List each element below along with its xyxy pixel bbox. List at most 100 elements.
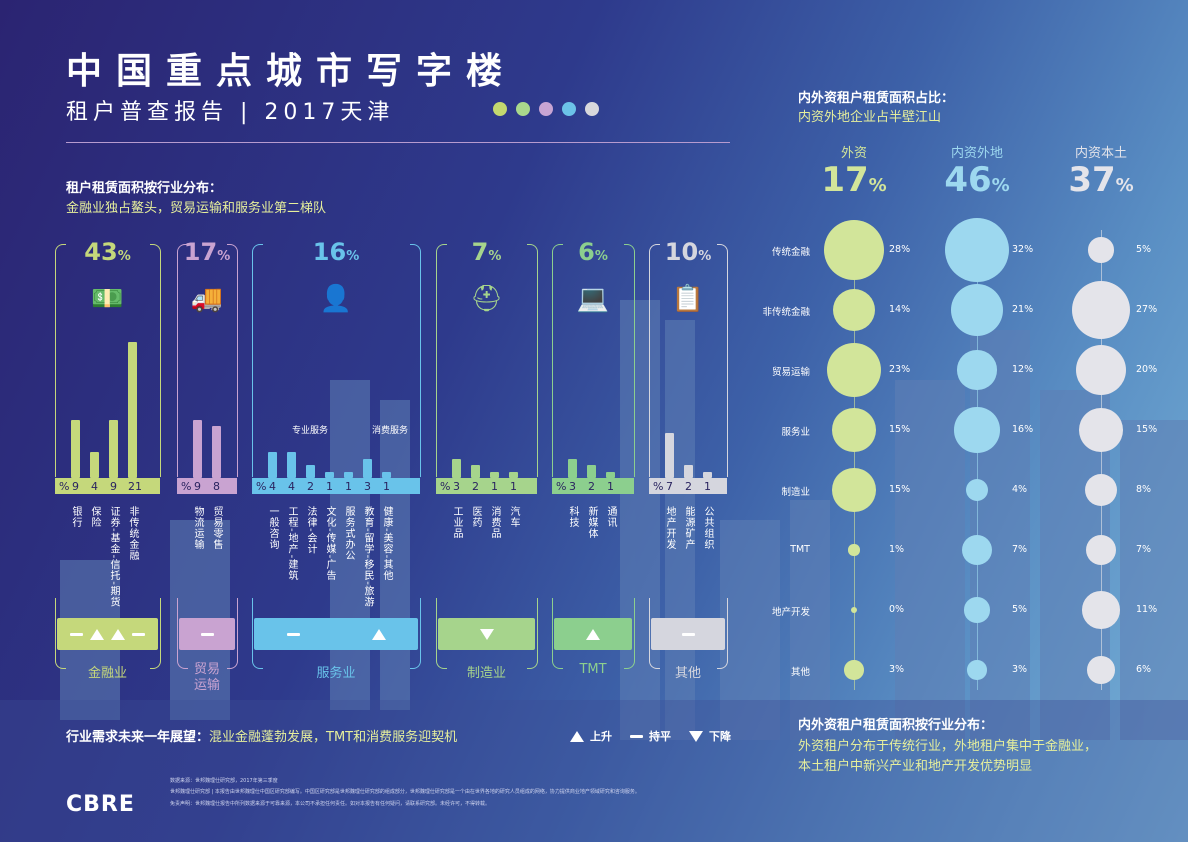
dot-4 (562, 102, 576, 116)
row-label: 制造业 (781, 487, 810, 498)
bar-value: 2 (685, 479, 692, 493)
bar (471, 465, 480, 478)
category-label: 地产开发 (664, 506, 675, 550)
category-label: 文化-传媒-广告 (324, 506, 335, 582)
bar (382, 471, 391, 478)
bar-value: 7 (666, 479, 673, 493)
bracket-top-left (649, 244, 660, 477)
industry-icon: 🚚 (190, 284, 224, 314)
category-label: 能源矿产 (683, 506, 694, 550)
bubble (851, 607, 857, 613)
bubble-value: 5% (1136, 244, 1152, 255)
strip-percent-sign: % (653, 479, 664, 493)
bracket-top-right (227, 244, 238, 477)
bracket-bottom-right (227, 598, 238, 669)
bubble (1079, 408, 1123, 452)
bracket-top-left (552, 244, 563, 477)
bar (193, 419, 202, 478)
bubble (962, 535, 992, 565)
bubble-value: 16% (1012, 424, 1034, 435)
series-name: 外资 (840, 146, 867, 161)
bar-value: 1 (383, 479, 390, 493)
bracket-bottom-left (436, 598, 447, 669)
bubble-value: 1% (889, 544, 905, 555)
trend-flat-icon (70, 632, 83, 636)
bubble (967, 660, 987, 680)
dot-2 (516, 102, 530, 116)
series-share-sign: % (868, 175, 887, 196)
bar-value: 1 (510, 479, 517, 493)
bubble (832, 408, 876, 452)
cbre-logo: CBRE (66, 792, 135, 817)
row-label: 服务业 (781, 427, 810, 438)
left-chart-subtitle: 金融业独占鳌头，贸易运输和服务业第二梯队 (66, 201, 327, 216)
bar (606, 471, 615, 478)
bar (587, 465, 596, 478)
bar (684, 465, 693, 478)
bubble (1085, 474, 1117, 506)
value-strip: % 7 2 1 (649, 478, 727, 494)
bracket-bottom-right (150, 598, 161, 669)
bubble (832, 468, 876, 512)
bar-value: 1 (491, 479, 498, 493)
bracket-bottom-left (552, 598, 563, 669)
value-strip: % 3 2 1 1 (436, 478, 537, 494)
bubble (1087, 656, 1115, 684)
bracket-top-right (624, 244, 635, 477)
row-label: 其他 (790, 667, 810, 678)
bar-value: 1 (345, 479, 352, 493)
group-share-value: 43 (84, 238, 118, 266)
bar (325, 471, 334, 478)
bar (665, 432, 674, 478)
bracket-bottom-left (649, 598, 660, 669)
bubble-value: 21% (1012, 304, 1034, 315)
group-share: 7% (436, 238, 537, 266)
group-share-value: 17 (183, 238, 218, 266)
industry-icon: 💻 (576, 284, 610, 314)
bubble-value: 4% (1012, 484, 1028, 495)
strip-percent-sign: % (256, 479, 267, 493)
category-label: 健康-美容-其他 (381, 506, 392, 582)
series-share-value: 46 (944, 160, 992, 200)
category-label: 医药 (470, 506, 481, 528)
bubble (848, 544, 860, 556)
bar-value: 9 (72, 479, 79, 493)
group-share-sign: % (217, 249, 231, 264)
trend-box (254, 618, 418, 650)
category-label: 一般咨询 (267, 506, 278, 550)
group-share: 16% (252, 238, 420, 266)
trend-symbols (651, 618, 725, 650)
value-strip: % 4 4 2 1 1 3 1 (252, 478, 420, 494)
footer-note-1: 世邦魏理仕研究部 | 本报告由世邦魏理仕中国区研究部编写。中国区研究部是世邦魏理… (170, 789, 640, 795)
row-label: 传统金融 (771, 247, 810, 258)
legend-flat-label: 持平 (649, 730, 671, 743)
down-triangle-icon (689, 730, 703, 742)
bar (568, 458, 577, 478)
bar-value: 9 (110, 479, 117, 493)
series-axis-line (1101, 230, 1102, 690)
bubble (824, 220, 884, 280)
bar (71, 419, 80, 478)
bar (490, 471, 499, 478)
trend-flat-icon (681, 632, 695, 636)
bubble-value: 6% (1136, 664, 1152, 675)
bracket-bottom-left (177, 598, 188, 669)
trend-down-icon (479, 628, 494, 640)
bracket-top-left (252, 244, 263, 477)
right-bottom-line2: 本土租户中新兴产业和地产开发优势明显 (798, 759, 1033, 774)
bar-value: 2 (472, 479, 479, 493)
bar (109, 419, 118, 478)
bracket-bottom-right (717, 598, 728, 669)
series-name: 内资外地 (950, 146, 1003, 161)
strip-percent-sign: % (440, 479, 451, 493)
bubble (965, 478, 989, 502)
outlook-title: 行业需求未来一年展望： (66, 730, 210, 745)
category-label: 教育-留学-移民-旅游 (362, 506, 373, 608)
bubble (945, 218, 1009, 282)
bubble-value: 7% (1012, 544, 1028, 555)
dot-5 (585, 102, 599, 116)
bar-value: 3 (569, 479, 576, 493)
bubble (1088, 237, 1114, 263)
group-share-sign: % (346, 249, 360, 264)
